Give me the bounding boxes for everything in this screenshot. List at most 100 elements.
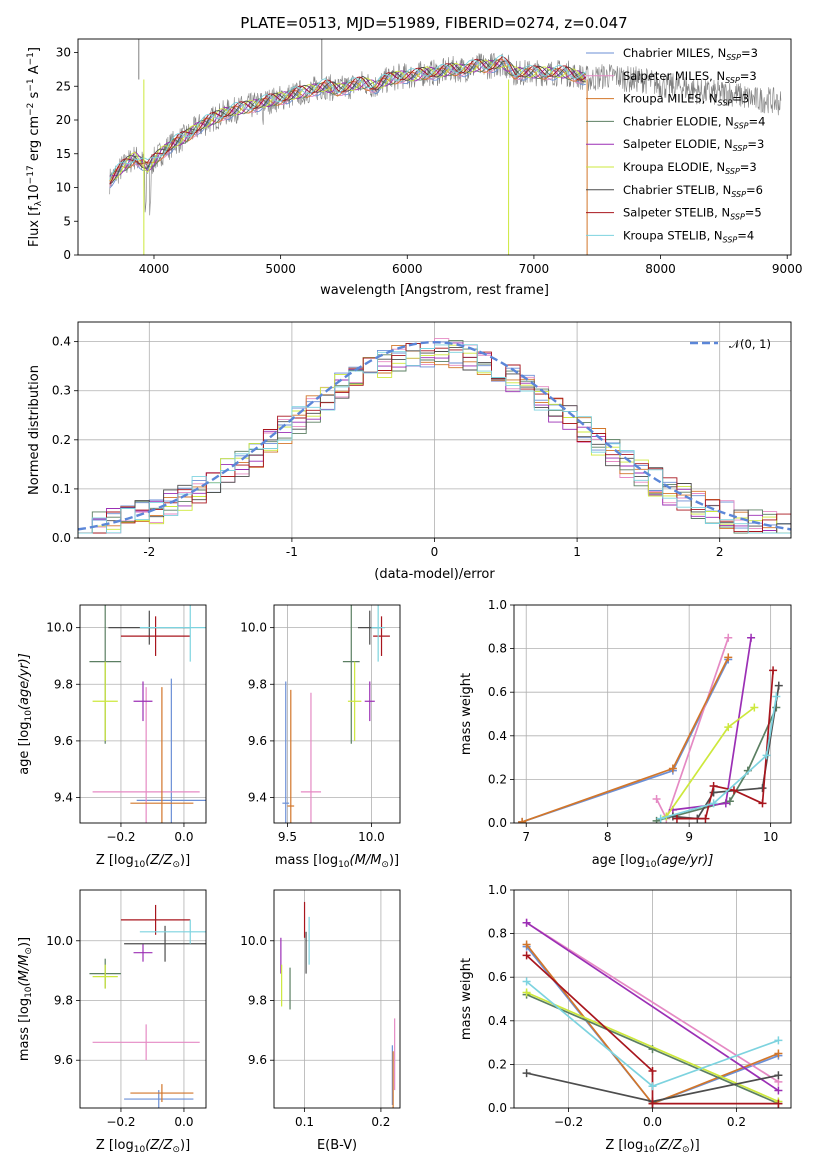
y-tick-label: 9.8 bbox=[248, 993, 267, 1007]
label-part: SSP bbox=[726, 53, 741, 62]
legend-entry: Kroupa ELODIE, NSSP=3 bbox=[623, 160, 757, 176]
y-tick-label: 0 bbox=[63, 248, 71, 262]
x-tick-label: 0.0 bbox=[174, 1115, 193, 1129]
label-part: 10 bbox=[24, 986, 34, 998]
series-marker bbox=[518, 817, 527, 823]
model-chabrier-stelib bbox=[109, 59, 586, 185]
model-kroupa-stelib bbox=[109, 54, 587, 180]
legend-entry: Chabrier MILES, NSSP=3 bbox=[623, 46, 758, 62]
label-part: =4 bbox=[749, 114, 766, 128]
x-axis-label: wavelength [Angstrom, rest frame] bbox=[320, 283, 549, 298]
label-part: (Z/Z bbox=[145, 853, 173, 868]
label-part: )] bbox=[17, 937, 32, 947]
label-part: 10 bbox=[24, 710, 34, 722]
label-part: =3 bbox=[740, 160, 757, 174]
label-part: (Z/Z bbox=[145, 1138, 173, 1153]
axes-frame bbox=[273, 604, 401, 824]
series-marker bbox=[774, 1049, 783, 1058]
errorbars-mass-vs-EBV bbox=[280, 901, 396, 1108]
x-axis-label: age [log10(age/yr)] bbox=[592, 853, 714, 870]
label-part: =4 bbox=[737, 228, 754, 242]
label-part: Flux [f bbox=[27, 206, 42, 247]
y-tick-label: 9.6 bbox=[54, 1053, 73, 1067]
axes-frame bbox=[77, 38, 792, 256]
y-tick-label: 0.6 bbox=[488, 685, 507, 699]
label-part: age [log bbox=[592, 853, 645, 868]
y-tick-label: 1.0 bbox=[488, 598, 507, 612]
y-tick-label: 5 bbox=[63, 214, 71, 228]
series-marker bbox=[725, 797, 734, 806]
series-marker bbox=[522, 1069, 531, 1078]
label-part: )] bbox=[180, 1138, 190, 1153]
series-marker bbox=[758, 784, 767, 793]
y-tick-label: 0.8 bbox=[488, 927, 507, 941]
x-tick-label: 5000 bbox=[265, 262, 296, 276]
label-part: 10 bbox=[643, 1145, 655, 1155]
histogram-kroupa-stelib bbox=[78, 344, 791, 538]
y-axis-label: mass [log10(M/M⊙)] bbox=[17, 937, 34, 1061]
series-marker bbox=[729, 786, 738, 795]
series-marker bbox=[522, 951, 531, 960]
label-part: SSP bbox=[734, 121, 749, 130]
legend-entry: Salpeter STELIB, NSSP=5 bbox=[623, 206, 762, 222]
label-part: SSP bbox=[718, 99, 733, 108]
x-axis-label: (data-model)/error bbox=[374, 567, 495, 582]
x-tick-label: 1 bbox=[573, 545, 581, 559]
y-axis-label: age [log10(age/yr)] bbox=[17, 653, 34, 775]
y-tick-label: 10.0 bbox=[46, 934, 73, 948]
label-part: −1 bbox=[26, 78, 36, 91]
series-marker bbox=[709, 781, 718, 790]
series-marker bbox=[774, 1036, 783, 1045]
label-part: 10 bbox=[338, 860, 350, 870]
label-part: SSP bbox=[723, 235, 738, 244]
x-tick-label: 8000 bbox=[645, 262, 676, 276]
label-part: (M/M bbox=[350, 853, 382, 868]
series-line bbox=[526, 921, 779, 1092]
label-part: )] bbox=[690, 1138, 700, 1153]
y-tick-label: 9.6 bbox=[248, 734, 267, 748]
axes-mass-vs-Z: −0.2 0.0 9.6 9.8 10.0 bbox=[46, 890, 206, 1129]
axes-frame bbox=[273, 889, 401, 1109]
series-marker bbox=[652, 795, 661, 804]
label-part: Chabrier STELIB, N bbox=[623, 183, 731, 197]
x-tick-label: 6000 bbox=[392, 262, 423, 276]
y-tick-label: 0.2 bbox=[488, 772, 507, 786]
x-tick-label: -2 bbox=[143, 545, 155, 559]
label-part: mass weight bbox=[459, 673, 474, 755]
label-part: (age/yr)] bbox=[656, 853, 713, 868]
axes-frame bbox=[77, 321, 792, 539]
series-marker bbox=[709, 799, 718, 808]
label-part: =3 bbox=[741, 46, 758, 60]
histograms bbox=[78, 338, 791, 538]
x-tick-label: 7 bbox=[522, 830, 530, 844]
series-marker bbox=[648, 1066, 657, 1075]
x-tick-label: 10.0 bbox=[358, 830, 385, 844]
label-part: ⊙ bbox=[172, 860, 180, 870]
series-marker bbox=[774, 1099, 783, 1108]
y-tick-label: 10 bbox=[56, 181, 71, 195]
series-marker bbox=[774, 681, 783, 690]
series-marker bbox=[522, 977, 531, 986]
axes-mass-vs-EBV: 0.1 0.2 9.6 9.8 10.0 bbox=[240, 890, 400, 1129]
label-part: =5 bbox=[745, 206, 762, 220]
label-part: (age/yr)] bbox=[17, 653, 32, 710]
series-marker bbox=[724, 723, 733, 732]
label-part: Chabrier ELODIE, N bbox=[623, 114, 734, 128]
label-part: )] bbox=[180, 853, 190, 868]
label-part: s bbox=[27, 91, 42, 102]
label-part: −17 bbox=[26, 165, 36, 184]
series-marker bbox=[772, 692, 781, 701]
x-axis-label: Z [log10(Z/Z⊙)] bbox=[96, 853, 190, 870]
axes-frame bbox=[79, 889, 207, 1109]
series-marker bbox=[656, 814, 665, 823]
y-tick-label: 9.6 bbox=[248, 1053, 267, 1067]
axes-frame bbox=[513, 604, 792, 824]
label-part: mass weight bbox=[459, 958, 474, 1040]
label-part: −2 bbox=[26, 103, 36, 116]
label-part: 10 bbox=[27, 184, 42, 201]
axes-age-vs-Z: −0.2 0.0 9.4 9.6 9.8 10.0 bbox=[46, 605, 206, 844]
label-part: =3 bbox=[740, 69, 757, 83]
x-tick-label: 0.0 bbox=[174, 830, 193, 844]
